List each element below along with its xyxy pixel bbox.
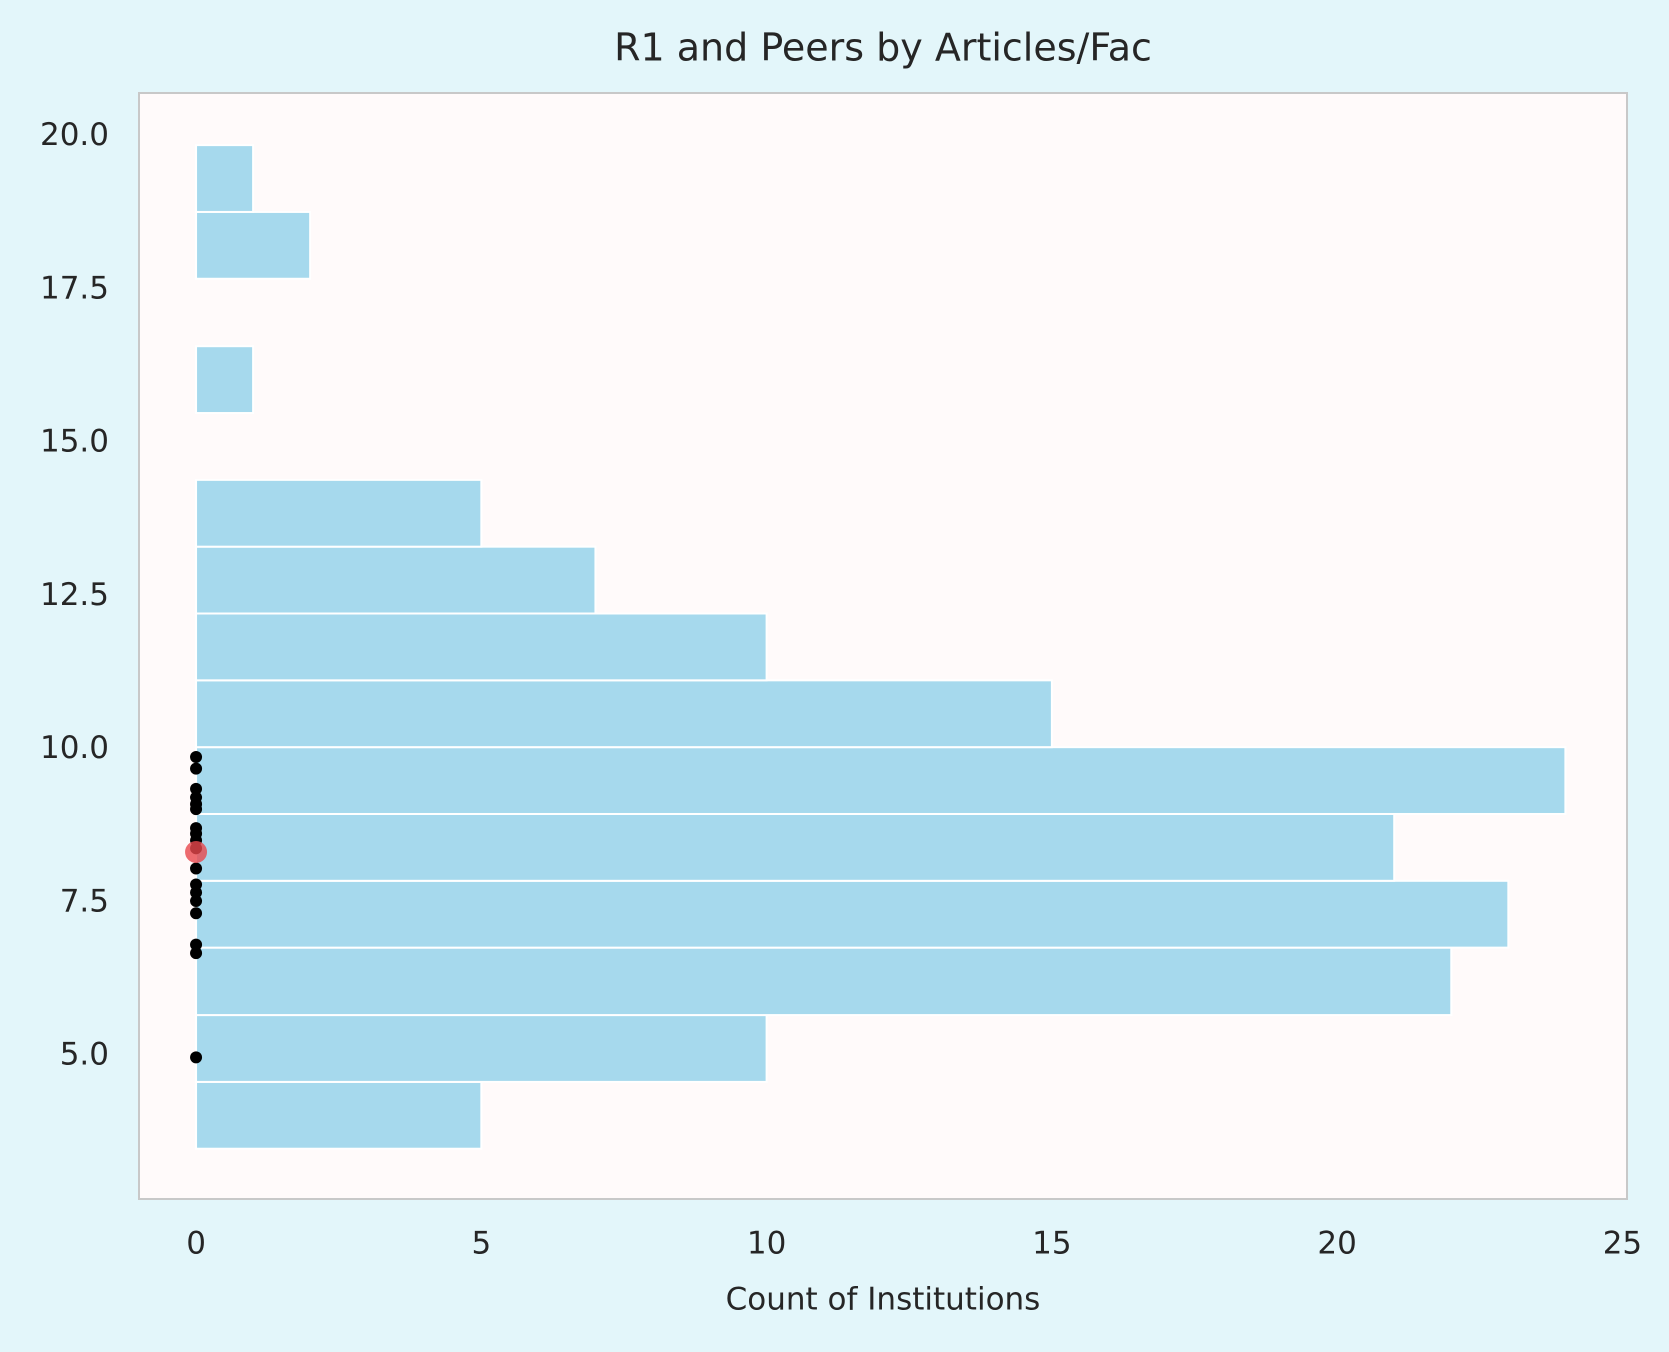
x-axis-label: Count of Institutions bbox=[726, 1282, 1041, 1318]
bar bbox=[195, 545, 597, 615]
x-tick-label: 5 bbox=[471, 1226, 491, 1262]
bar bbox=[195, 612, 768, 682]
bar bbox=[195, 812, 1396, 882]
x-tick-label: 15 bbox=[1032, 1226, 1071, 1262]
point bbox=[190, 862, 203, 875]
point bbox=[190, 947, 203, 960]
y-tick-label: 10.0 bbox=[40, 730, 109, 766]
point bbox=[190, 782, 203, 795]
point bbox=[190, 886, 203, 899]
bar bbox=[195, 345, 255, 415]
y-tick-label: 17.5 bbox=[40, 270, 109, 306]
x-tick-label: 20 bbox=[1317, 1226, 1356, 1262]
point bbox=[190, 762, 203, 775]
y-tick-label: 20.0 bbox=[40, 117, 109, 153]
bar bbox=[195, 946, 1453, 1017]
point bbox=[190, 907, 203, 920]
bar bbox=[195, 144, 255, 213]
highlight-point bbox=[185, 840, 208, 863]
point bbox=[190, 895, 203, 908]
y-tick-label: 12.5 bbox=[40, 577, 109, 613]
x-tick-label: 0 bbox=[186, 1226, 206, 1262]
point bbox=[190, 750, 203, 763]
x-tick-label: 25 bbox=[1603, 1226, 1642, 1262]
bar bbox=[195, 746, 1567, 815]
bar bbox=[195, 210, 312, 280]
bar bbox=[195, 679, 1053, 749]
chart-title: R1 and Peers by Articles/Fac bbox=[614, 26, 1152, 70]
point bbox=[190, 1051, 203, 1064]
bar bbox=[195, 1014, 768, 1083]
point bbox=[190, 938, 203, 951]
bar bbox=[195, 1080, 483, 1150]
y-tick-label: 15.0 bbox=[40, 424, 109, 460]
y-tick-label: 7.5 bbox=[60, 883, 109, 919]
y-tick-label: 5.0 bbox=[60, 1037, 109, 1073]
bar bbox=[195, 879, 1510, 949]
x-tick-label: 10 bbox=[747, 1226, 786, 1262]
bar bbox=[195, 478, 483, 548]
point bbox=[190, 803, 203, 816]
